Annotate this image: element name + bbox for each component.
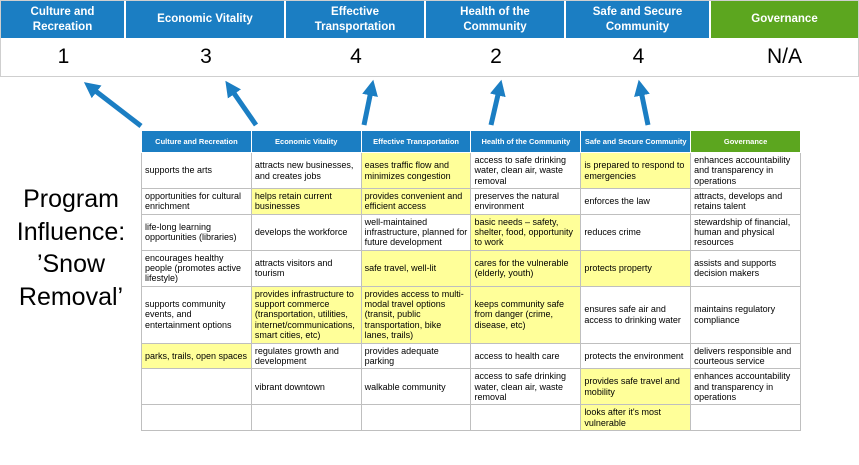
- up-arrow-icon: [488, 79, 506, 126]
- matrix-cell-2-4: preserves the natural environment: [470, 188, 582, 215]
- matrix-cell-8-3: [360, 404, 472, 432]
- score-health-of-the-community: 2: [490, 45, 502, 68]
- matrix-cell-4-1: encourages healthy people (promotes acti…: [141, 249, 252, 287]
- matrix-header-row: Culture and Recreation Economic Vitality E…: [141, 130, 801, 153]
- matrix-header-governance: Governance: [690, 130, 801, 153]
- matrix-cell-7-2: vibrant downtown: [250, 368, 362, 406]
- score-safe-and-secure-community: 4: [632, 45, 645, 68]
- matrix-row-8: looks after it's most vulnerable: [141, 404, 801, 432]
- score-effective-transportation: 4: [350, 45, 362, 68]
- influence-matrix: Culture and Recreation Economic Vitality E…: [141, 130, 801, 432]
- matrix-cell-1-2: attracts new businesses, and creates job…: [250, 151, 362, 190]
- up-arrow-icon: [225, 80, 259, 127]
- matrix-cell-8-4: [470, 404, 582, 432]
- matrix-cell-3-2: develops the workforce: [250, 213, 362, 251]
- score-summary-band: Culture and Recreation Economic Vitality E…: [0, 0, 859, 77]
- matrix-cell-4-3: safe travel, well-lit: [360, 249, 472, 287]
- top-header-governance: Governance: [711, 1, 858, 38]
- score-arrows-layer: [83, 79, 651, 128]
- matrix-row-2: opportunities for cultural enrichment hel…: [141, 188, 801, 215]
- matrix-cell-2-2: helps retain current businesses: [250, 188, 362, 215]
- matrix-cell-3-1: life-long learning opportunities (librar…: [141, 213, 252, 251]
- top-header-safe-and-secure-community: Safe and Secure Community: [566, 1, 711, 38]
- matrix-header-economic-vitality: Economic Vitality: [250, 130, 362, 153]
- top-header-economic-vitality: Economic Vitality: [126, 1, 286, 38]
- matrix-cell-6-4: access to health care: [470, 342, 582, 370]
- top-header-effective-transportation: Effective Transportation: [286, 1, 426, 38]
- matrix-cell-3-4: basic needs – safety, shelter, food, opp…: [470, 213, 582, 251]
- matrix-cell-1-4: access to safe drinking water, clean air…: [470, 151, 582, 190]
- matrix-cell-2-1: opportunities for cultural enrichment: [141, 188, 252, 215]
- matrix-row-1: supports the arts attracts new businesses…: [141, 151, 801, 190]
- score-governance: N/A: [766, 45, 802, 68]
- matrix-row-4: encourages healthy people (promotes acti…: [141, 249, 801, 287]
- score-culture-and-recreation: 1: [57, 45, 70, 68]
- matrix-cell-6-6: delivers responsible and courteous servi…: [690, 342, 801, 370]
- matrix-cell-4-2: attracts visitors and tourism: [250, 249, 362, 287]
- matrix-cell-1-3: eases traffic flow and minimizes congest…: [360, 151, 472, 190]
- matrix-cell-7-5: provides safe travel and mobility: [580, 368, 692, 406]
- matrix-body: supports the arts attracts new businesses…: [141, 151, 801, 432]
- matrix-cell-2-5: enforces the law: [580, 188, 692, 215]
- matrix-cell-5-4: keeps community safe from danger (crime,…: [470, 285, 582, 344]
- matrix-header-effective-transportation: Effective Transportation: [360, 130, 472, 153]
- matrix-cell-2-3: provides convenient and efficient access: [360, 188, 472, 215]
- matrix-cell-5-5: ensures safe air and access to drinking …: [580, 285, 692, 344]
- page-title: Program Influence: ’Snow Removal’: [16, 185, 126, 311]
- matrix-cell-8-5: looks after it's most vulnerable: [580, 404, 692, 432]
- matrix-cell-7-4: access to safe drinking water, clean air…: [470, 368, 582, 406]
- matrix-cell-4-5: protects property: [580, 249, 692, 287]
- up-arrow-icon: [361, 79, 378, 126]
- matrix-cell-6-3: provides adequate parking: [360, 342, 472, 370]
- matrix-cell-1-6: enhances accountability and transparency…: [690, 151, 801, 190]
- matrix-cell-8-6: [690, 404, 801, 432]
- score-row: 1 3 4 2 4 N/A: [1, 38, 858, 76]
- matrix-cell-3-5: reduces crime: [580, 213, 692, 251]
- matrix-cell-1-5: is prepared to respond to emergencies: [580, 151, 692, 190]
- matrix-row-3: life-long learning opportunities (librar…: [141, 213, 801, 251]
- matrix-cell-3-3: well-maintained infrastructure, planned …: [360, 213, 472, 251]
- matrix-header-safe-and-secure-community: Safe and Secure Community: [580, 130, 692, 153]
- up-arrow-icon: [83, 82, 143, 128]
- matrix-cell-7-3: walkable community: [360, 368, 472, 406]
- matrix-cell-5-1: supports community events, and entertain…: [141, 285, 252, 344]
- matrix-cell-5-3: provides access to multi-modal travel op…: [360, 285, 472, 344]
- matrix-cell-4-4: cares for the vulnerable (elderly, youth…: [470, 249, 582, 287]
- top-header-health-of-the-community: Health of the Community: [426, 1, 566, 38]
- matrix-header-health-of-the-community: Health of the Community: [470, 130, 582, 153]
- matrix-row-5: supports community events, and entertain…: [141, 285, 801, 344]
- matrix-cell-6-1: parks, trails, open spaces: [141, 342, 252, 370]
- matrix-cell-6-2: regulates growth and development: [250, 342, 362, 370]
- matrix-cell-7-6: enhances accountability and transparency…: [690, 368, 801, 406]
- matrix-cell-7-1: [141, 368, 252, 406]
- matrix-header-culture-and-recreation: Culture and Recreation: [141, 130, 252, 153]
- matrix-cell-8-2: [250, 404, 362, 432]
- top-header-culture-and-recreation: Culture and Recreation: [1, 1, 126, 38]
- matrix-row-6: parks, trails, open spaces regulates grow…: [141, 342, 801, 370]
- category-header-row: Culture and Recreation Economic Vitality E…: [1, 1, 858, 38]
- matrix-row-7: vibrant downtown walkable community access…: [141, 368, 801, 406]
- score-economic-vitality: 3: [200, 45, 212, 68]
- matrix-cell-5-6: maintains regulatory compliance: [690, 285, 801, 344]
- matrix-cell-3-6: stewardship of financial, human and phys…: [690, 213, 801, 251]
- matrix-cell-5-2: provides infrastructure to support comme…: [250, 285, 362, 344]
- matrix-cell-1-1: supports the arts: [141, 151, 252, 190]
- matrix-cell-2-6: attracts, develops and retains talent: [690, 188, 801, 215]
- matrix-cell-4-6: assists and supports decision makers: [690, 249, 801, 287]
- matrix-cell-6-5: protects the environment: [580, 342, 692, 370]
- up-arrow-icon: [634, 79, 651, 126]
- matrix-cell-8-1: [141, 404, 252, 432]
